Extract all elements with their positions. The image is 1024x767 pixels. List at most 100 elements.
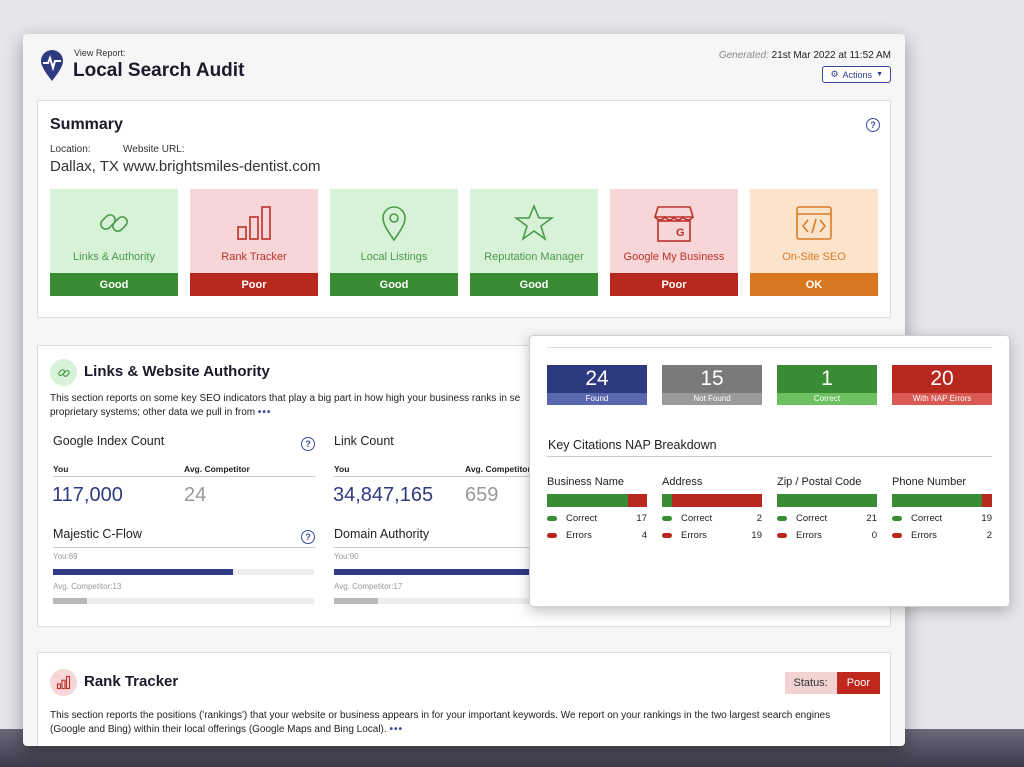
nap-correct-row: Correct 2 [662,513,762,524]
summary-title: Summary [50,116,123,133]
links-section-title: Links & Website Authority [84,363,270,380]
errors-count: 2 [986,530,992,541]
help-icon[interactable]: ? [866,118,880,132]
website-value: www.brightsmiles-dentist.com [123,158,321,175]
summary-panel: Summary ? Location: Dallax, TX Website U… [37,100,891,318]
nap-column-address: Address Correct 2 Errors 19 [662,476,762,541]
nap-column-business-name: Business Name Correct 17 Errors 4 [547,476,647,541]
nap-column-zip: Zip / Postal Code Correct 21 Errors 0 [777,476,877,541]
tile-label: Google My Business [623,251,725,263]
domain-authority-competitor-text: Avg. Competitor:17 [334,582,403,591]
gear-icon: ⚙ [830,69,839,79]
tile-status: Good [470,273,598,296]
citations-correct-box: 1 Correct [777,365,877,405]
help-icon[interactable]: ? [301,530,315,544]
caret-down-icon: ▼ [876,71,883,78]
tile-on-site-seo[interactable]: On-Site SEO OK [750,189,878,298]
divider [334,476,534,477]
help-icon[interactable]: ? [301,437,315,451]
links-description: This section reports on some key SEO ind… [50,392,550,420]
location-label: Location: [50,144,91,155]
location-value: Dallax, TX [50,158,119,175]
errors-label: Errors [566,530,592,541]
citations-found-value: 24 [585,367,609,390]
correct-label: Correct [911,513,943,524]
map-pin-icon [330,203,458,243]
website-label: Website URL: [123,144,185,155]
tile-google-my-business[interactable]: G Google My Business Poor [610,189,738,298]
status-label: Status: [784,672,837,694]
tile-status: Good [330,273,458,296]
link-count-you-value: 34,847,165 [333,484,434,506]
nap-bar [662,494,762,507]
nap-errors-row: Errors 19 [662,530,762,541]
storefront-icon: G [610,203,738,243]
nap-column-title: Zip / Postal Code [777,476,862,488]
tile-rank-tracker[interactable]: Rank Tracker Poor [190,189,318,298]
domain-authority-competitor-bar-track [334,598,534,604]
nap-column-title: Address [662,476,703,488]
correct-count: 2 [756,513,762,524]
read-more-button[interactable]: ••• [389,724,403,735]
divider [53,547,316,548]
correct-count: 21 [866,513,877,524]
competitor-label: Avg. Competitor [184,464,250,474]
majestic-title: Majestic C-Flow [53,527,142,541]
google-index-title: Google Index Count [53,434,165,448]
correct-label: Correct [681,513,713,524]
citations-not-found-value: 15 [700,367,724,390]
tile-label: Links & Authority [73,251,155,263]
nap-correct-segment [892,494,983,507]
nap-errors-row: Errors 0 [777,530,877,541]
tile-label: Rank Tracker [221,251,287,263]
generated-value: 21st Mar 2022 at 11:52 AM [771,50,891,61]
citations-found-box: 24 Found [547,365,647,405]
domain-authority-you-bar [334,569,569,575]
correct-count: 17 [636,513,647,524]
majestic-competitor-bar-track [53,598,314,604]
read-more-button[interactable]: ••• [257,407,272,418]
you-label: You [53,464,69,474]
divider [547,456,992,457]
nap-column-phone: Phone Number Correct 19 Errors 2 [892,476,992,541]
competitor-label: Avg. Competitor [465,464,531,474]
google-index-competitor-value: 24 [184,484,207,506]
errors-legend-pill [662,533,672,538]
errors-count: 4 [641,530,647,541]
errors-label: Errors [911,530,937,541]
bar-chart-icon [190,203,318,243]
correct-legend-pill [547,516,557,521]
rank-section-title: Rank Tracker [84,673,179,690]
page-title: Local Search Audit [73,60,245,81]
rank-tracker-panel: Rank Tracker Status: Poor This section r… [37,652,891,746]
tile-links-authority[interactable]: Links & Authority Good [50,189,178,298]
citations-errors-label: With NAP Errors [892,393,992,405]
tile-label: On-Site SEO [782,251,846,263]
brand-logo-icon [40,50,64,82]
link-icon [50,203,178,243]
errors-label: Errors [681,530,707,541]
nap-column-title: Business Name [547,476,625,488]
errors-label: Errors [796,530,822,541]
nap-correct-segment [777,494,877,507]
errors-legend-pill [777,533,787,538]
rank-description: This section reports the positions ('ran… [50,709,880,737]
majestic-you-bar [53,569,233,575]
link-icon [50,359,77,386]
generated-label: Generated: [718,50,769,61]
domain-authority-you-text: You:90 [334,552,359,561]
tile-label: Local Listings [360,251,428,263]
nap-errors-segment [627,494,647,507]
correct-legend-pill [777,516,787,521]
tile-local-listings[interactable]: Local Listings Good [330,189,458,298]
tile-status: Poor [190,273,318,296]
domain-authority-title: Domain Authority [334,527,430,541]
actions-label: Actions [842,69,873,80]
tile-label: Reputation Manager [484,251,584,263]
correct-label: Correct [796,513,828,524]
google-index-you-value: 117,000 [52,484,123,506]
errors-count: 19 [751,530,762,541]
actions-button[interactable]: ⚙ Actions ▼ [822,66,891,83]
majestic-you-text: You:69 [53,552,78,561]
tile-reputation-manager[interactable]: Reputation Manager Good [470,189,598,298]
